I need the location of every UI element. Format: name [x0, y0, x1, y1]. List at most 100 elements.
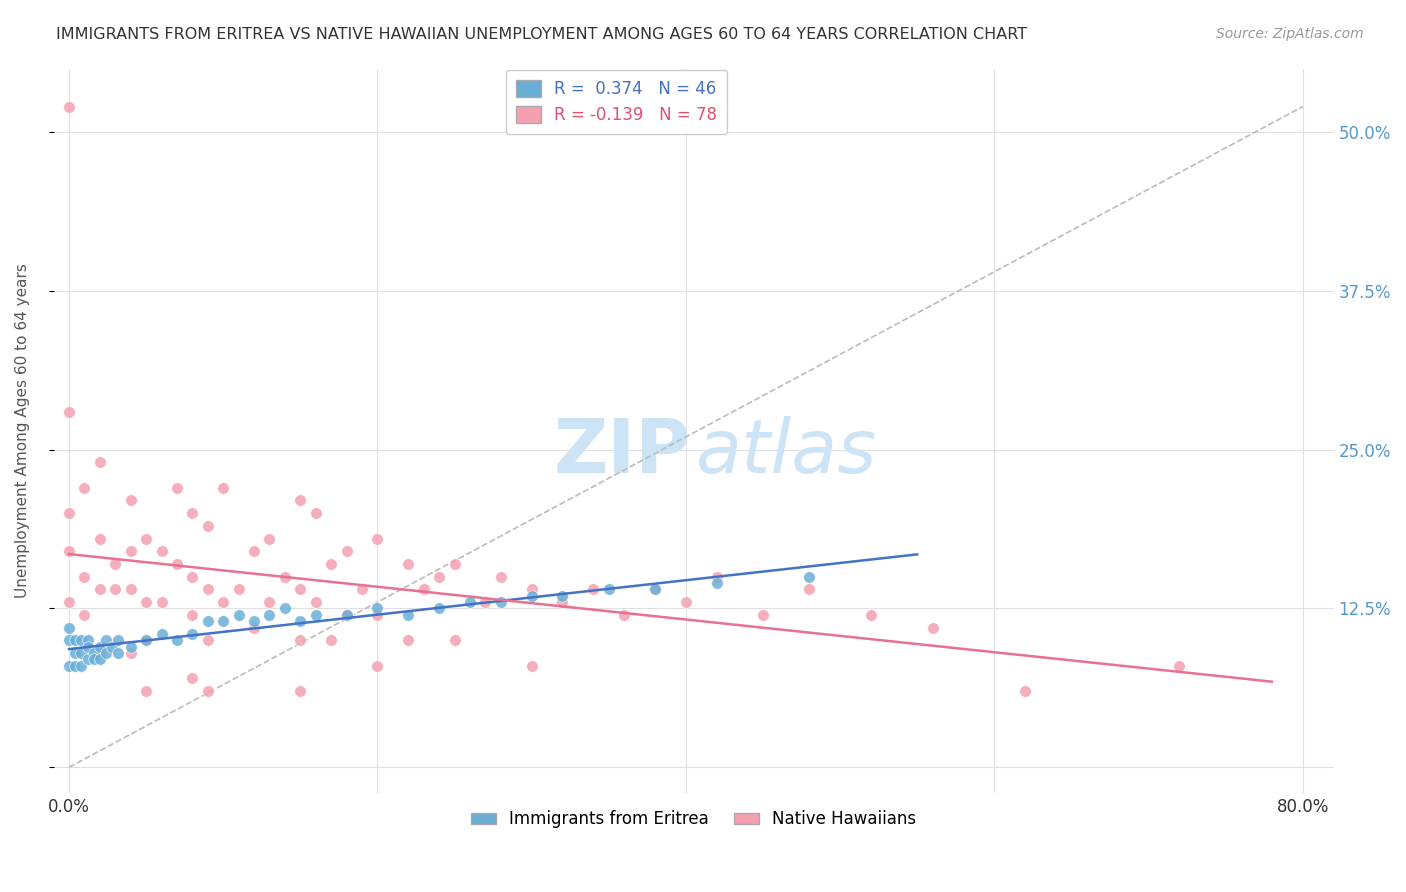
Point — [58, 658, 80, 673]
Point — [83, 646, 105, 660]
Point — [427, 601, 450, 615]
Point — [197, 519, 219, 533]
Point — [644, 582, 666, 597]
Point — [259, 595, 281, 609]
Point — [94, 633, 117, 648]
Point — [135, 633, 157, 648]
Point — [859, 607, 882, 622]
Point — [107, 633, 129, 648]
Point — [150, 595, 173, 609]
Point — [58, 595, 80, 609]
Point — [706, 570, 728, 584]
Point — [76, 633, 98, 648]
Point — [228, 607, 250, 622]
Point — [243, 620, 266, 634]
Point — [274, 601, 297, 615]
Point — [58, 620, 80, 634]
Point — [551, 595, 574, 609]
Point — [336, 544, 359, 558]
Point — [228, 582, 250, 597]
Point — [135, 595, 157, 609]
Point — [274, 570, 297, 584]
Point — [181, 671, 204, 685]
Point — [290, 582, 312, 597]
Point — [63, 646, 86, 660]
Point — [58, 633, 80, 648]
Point — [336, 607, 359, 622]
Point — [76, 640, 98, 654]
Y-axis label: Unemployment Among Ages 60 to 64 years: Unemployment Among Ages 60 to 64 years — [15, 263, 30, 598]
Point — [489, 595, 512, 609]
Point — [120, 582, 142, 597]
Point — [166, 633, 188, 648]
Point — [396, 557, 419, 571]
Point — [582, 582, 605, 597]
Point — [706, 576, 728, 591]
Point — [58, 506, 80, 520]
Text: ZIP: ZIP — [554, 416, 690, 489]
Point — [366, 532, 388, 546]
Point — [290, 633, 312, 648]
Point — [89, 455, 111, 469]
Point — [135, 633, 157, 648]
Point — [520, 582, 543, 597]
Point — [305, 595, 328, 609]
Point — [181, 627, 204, 641]
Point — [551, 589, 574, 603]
Point — [799, 570, 821, 584]
Text: IMMIGRANTS FROM ERITREA VS NATIVE HAWAIIAN UNEMPLOYMENT AMONG AGES 60 TO 64 YEAR: IMMIGRANTS FROM ERITREA VS NATIVE HAWAII… — [56, 27, 1028, 42]
Point — [70, 633, 93, 648]
Point — [73, 607, 96, 622]
Point — [412, 582, 434, 597]
Point — [336, 607, 359, 622]
Point — [921, 620, 943, 634]
Point — [259, 607, 281, 622]
Point — [613, 607, 636, 622]
Point — [89, 646, 111, 660]
Point — [76, 652, 98, 666]
Point — [259, 532, 281, 546]
Point — [135, 684, 157, 698]
Point — [83, 652, 105, 666]
Point — [366, 601, 388, 615]
Point — [443, 633, 465, 648]
Point — [212, 481, 235, 495]
Point — [458, 595, 481, 609]
Point — [197, 582, 219, 597]
Point — [1014, 684, 1036, 698]
Point — [73, 570, 96, 584]
Point — [212, 614, 235, 628]
Point — [799, 582, 821, 597]
Point — [104, 557, 127, 571]
Point — [290, 614, 312, 628]
Point — [644, 582, 666, 597]
Point — [166, 481, 188, 495]
Point — [321, 557, 343, 571]
Point — [150, 544, 173, 558]
Point — [58, 100, 80, 114]
Point — [350, 582, 373, 597]
Point — [366, 658, 388, 673]
Point — [120, 544, 142, 558]
Point — [73, 481, 96, 495]
Point — [89, 640, 111, 654]
Point — [120, 646, 142, 660]
Point — [1168, 658, 1191, 673]
Point — [366, 607, 388, 622]
Point — [70, 658, 93, 673]
Point — [321, 633, 343, 648]
Point — [135, 532, 157, 546]
Point — [489, 570, 512, 584]
Point — [520, 658, 543, 673]
Point — [104, 582, 127, 597]
Text: Source: ZipAtlas.com: Source: ZipAtlas.com — [1216, 27, 1364, 41]
Point — [107, 646, 129, 660]
Point — [290, 684, 312, 698]
Point — [89, 582, 111, 597]
Point — [58, 404, 80, 418]
Point — [94, 646, 117, 660]
Point — [101, 640, 124, 654]
Point — [197, 633, 219, 648]
Point — [305, 506, 328, 520]
Legend: Immigrants from Eritrea, Native Hawaiians: Immigrants from Eritrea, Native Hawaiian… — [464, 804, 922, 835]
